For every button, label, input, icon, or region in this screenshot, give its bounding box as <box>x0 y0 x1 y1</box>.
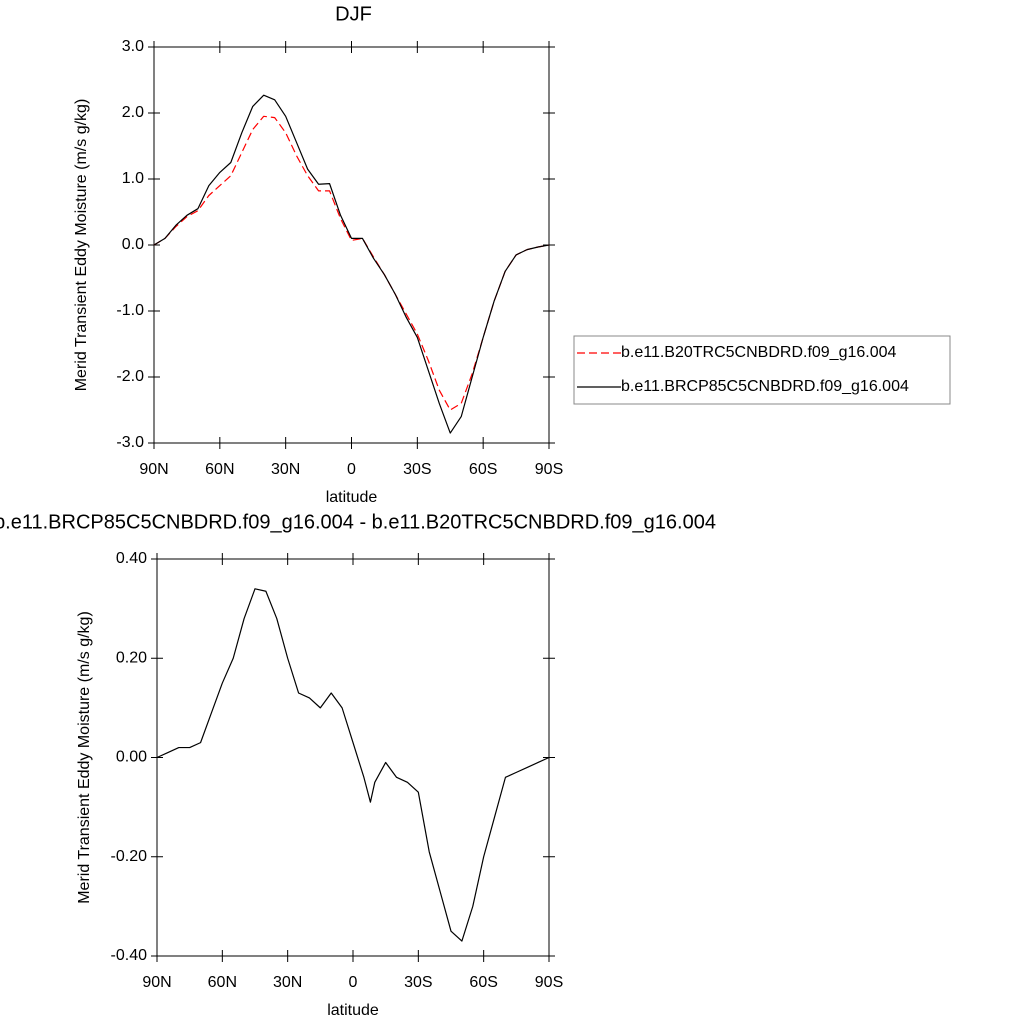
x-tick-label: 30S <box>403 461 431 478</box>
x-tick-label: 60N <box>205 461 234 478</box>
y-tick-label: -0.40 <box>111 947 148 964</box>
plot-frame <box>156 558 550 957</box>
y-tick-label: 2.0 <box>122 104 144 121</box>
x-tick-label: 30S <box>404 974 432 991</box>
x-tick-label: 0 <box>347 461 356 478</box>
x-tick-label: 30N <box>271 461 300 478</box>
legend-label: b.e11.BRCP85C5CNBDRD.f09_g16.004 <box>621 378 909 395</box>
chart-title: DJF <box>335 3 372 25</box>
y-tick-label: -0.20 <box>111 848 148 865</box>
x-tick-label: 90N <box>139 461 168 478</box>
y-tick-label: 0.00 <box>116 749 147 766</box>
x-axis-label: latitude <box>327 1002 379 1019</box>
x-tick-label: 0 <box>349 974 358 991</box>
x-tick-label: 60S <box>469 974 497 991</box>
y-tick-label: -3.0 <box>116 434 144 451</box>
legend-label: b.e11.B20TRC5CNBDRD.f09_g16.004 <box>621 344 897 361</box>
y-axis-label: Merid Transient Eddy Moisture (m/s g/kg) <box>73 99 90 392</box>
y-tick-label: -1.0 <box>116 302 144 319</box>
series-line <box>153 94 550 434</box>
legend-box <box>573 335 951 405</box>
x-tick-label: 60S <box>469 461 497 478</box>
y-tick-label: 0.20 <box>116 649 147 666</box>
x-axis-label: latitude <box>326 489 378 506</box>
series-line <box>153 115 550 411</box>
y-tick-label: 1.0 <box>122 170 144 187</box>
x-tick-label: 60N <box>208 974 237 991</box>
plot-frame <box>153 46 550 444</box>
series-line <box>156 588 550 942</box>
x-tick-label: 30N <box>273 974 302 991</box>
y-tick-label: 3.0 <box>122 38 144 55</box>
y-tick-label: 0.40 <box>116 550 147 567</box>
y-tick-label: -2.0 <box>116 368 144 385</box>
x-tick-label: 90S <box>535 974 563 991</box>
chart-title: b.e11.BRCP85C5CNBDRD.f09_g16.004 - b.e11… <box>0 511 716 533</box>
x-tick-label: 90N <box>142 974 171 991</box>
x-tick-label: 90S <box>535 461 563 478</box>
y-axis-label: Merid Transient Eddy Moisture (m/s g/kg) <box>76 611 93 904</box>
y-tick-label: 0.0 <box>122 236 144 253</box>
